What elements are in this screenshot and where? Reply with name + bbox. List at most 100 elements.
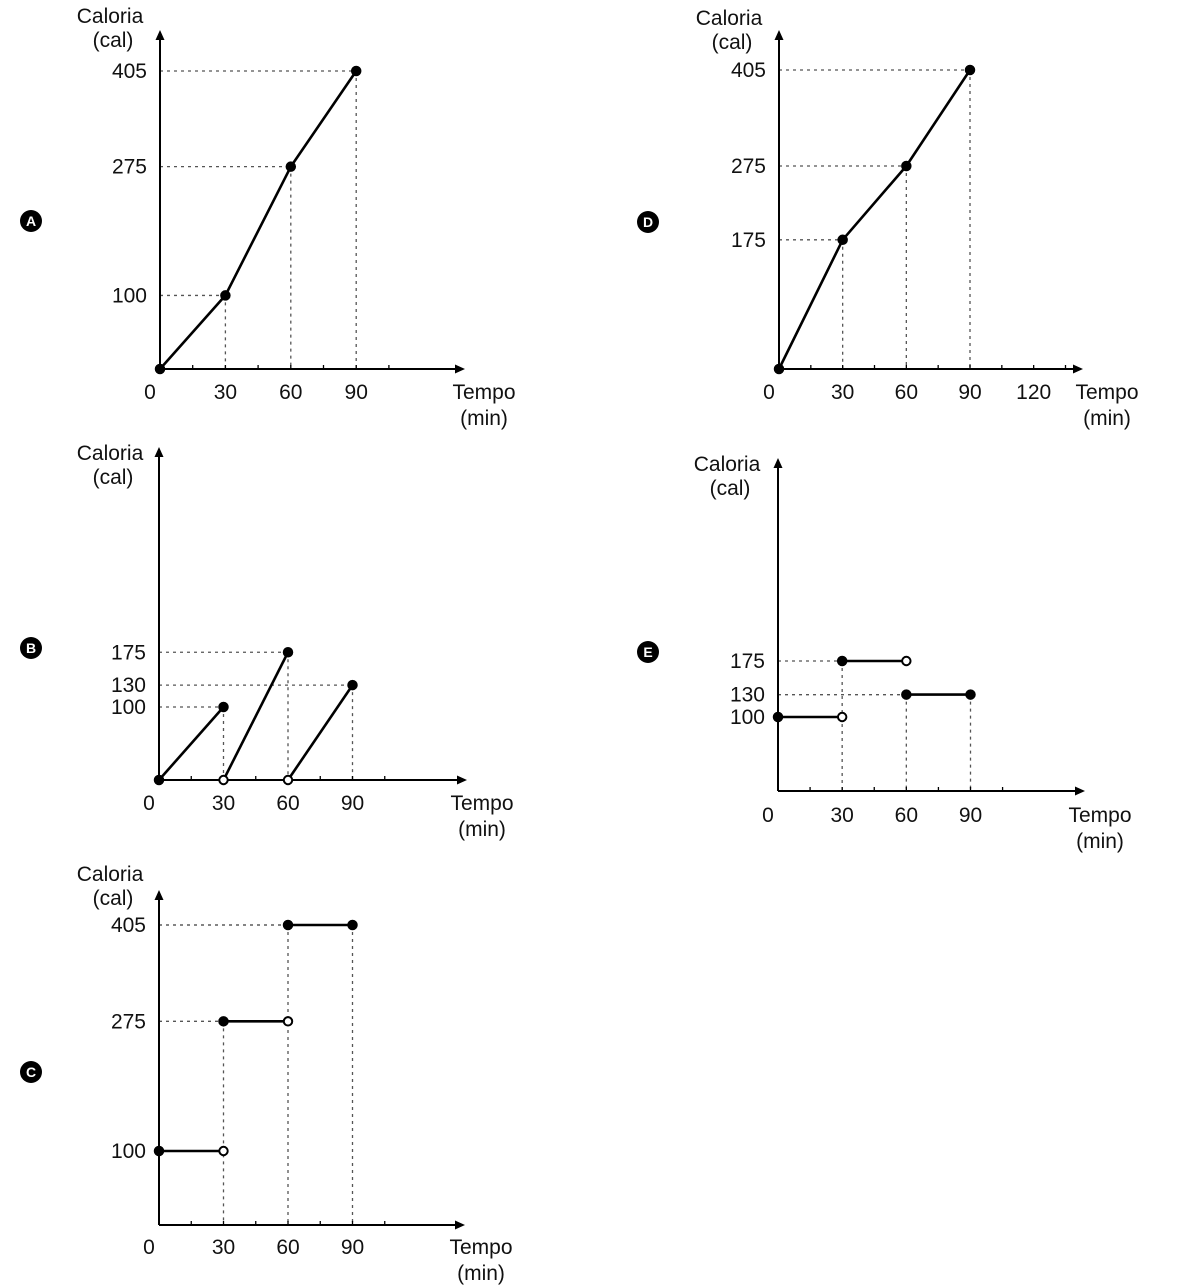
x-axis-unit-a: (min) [460,407,508,430]
data-point-e-1-0 [836,655,848,667]
open-point-e-0-1 [836,711,848,723]
data-point-b-0-1 [218,701,229,713]
x-axis-arrow-c [455,1220,465,1230]
open-point-e-1-1 [901,655,912,667]
option-badge-e: E [637,641,659,663]
chart-a: A 0 30 60 90 100 275 405 Caloria(cal) Tempo (min) [20,5,516,430]
y-axis-arrow-d [774,30,784,40]
y-axis-title-a: Caloria [77,5,144,28]
data-point-c-0-0 [153,1145,165,1157]
data-point-c-2-0 [282,919,294,931]
y-tick-label-c-1: 275 [111,1010,146,1033]
option-badge-b: B [20,637,42,659]
x-axis-arrow-a [455,364,465,374]
x-tick-label-d-2: 60 [895,381,918,404]
option-letter-c: C [26,1064,36,1080]
data-point-c-2-1 [347,919,358,931]
series-segment-b-1 [222,651,290,781]
data-point-d-0-0 [773,363,785,375]
data-point-d-0-3 [964,64,976,76]
y-tick-label-e-1: 130 [730,684,765,707]
x-tick-label-d-4: 120 [1016,381,1051,404]
data-point-a-0-1 [220,290,231,301]
y-tick-label-b-1: 130 [111,674,146,697]
y-tick-label-e-2: 175 [730,650,765,673]
x-axis-arrow-e [1075,786,1085,796]
option-badge-c: C [20,1061,42,1083]
data-point-e-0-0 [772,711,784,723]
x-tick-label-d-0: 0 [763,381,775,404]
x-tick-label-c-0: 0 [143,1236,155,1259]
x-tick-label-a-2: 60 [279,381,302,404]
x-axis-title-c: Tempo [449,1236,512,1259]
x-axis-unit-d: (min) [1083,407,1131,430]
x-axis-unit-b: (min) [458,818,506,841]
y-tick-label-a-0: 100 [112,284,147,307]
x-axis-title-d: Tempo [1075,381,1138,404]
y-tick-label-c-2: 405 [111,914,146,937]
y-axis-title-e: Caloria [694,453,761,476]
option-letter-a: A [26,213,36,229]
series-segment-d-0 [777,69,972,370]
x-axis-title-e: Tempo [1068,804,1131,827]
y-tick-label-e-0: 100 [730,706,765,729]
x-axis-unit-e: (min) [1076,830,1124,853]
x-tick-label-c-1: 30 [212,1236,235,1259]
x-axis-title-b: Tempo [450,792,513,815]
chart-d: D 0 30 60 90 120 175 275 405 Caloria(cal) Tempo (mi… [637,7,1139,430]
series-segment-a-0 [159,70,358,370]
y-tick-label-d-2: 405 [731,59,766,82]
y-axis-title-b: Caloria [77,442,144,465]
data-point-e-2-1 [965,689,976,700]
data-point-b-2-1 [347,679,358,691]
data-point-b-1-1 [282,647,294,658]
x-tick-label-c-3: 90 [341,1236,364,1259]
option-letter-b: B [26,640,36,656]
x-tick-label-e-1: 30 [830,804,853,827]
open-point-c-0-1 [218,1145,229,1157]
option-letter-d: D [643,214,653,230]
x-tick-label-b-0: 0 [143,792,155,815]
data-point-c-1-0 [218,1016,229,1027]
y-tick-label-b-2: 175 [111,641,146,664]
series-segment-b-0 [158,706,225,781]
open-point-b-1-0 [218,774,229,786]
x-tick-label-d-3: 90 [958,381,981,404]
data-point-d-0-1 [837,234,848,246]
x-tick-label-c-2: 60 [276,1236,299,1259]
x-axis-title-a: Tempo [452,381,515,404]
open-point-c-1-1 [282,1016,294,1027]
y-axis-unit-e: (cal) [710,477,751,500]
y-axis-unit-d: (cal) [712,31,753,54]
y-tick-label-d-0: 175 [731,229,766,252]
data-point-a-0-0 [154,363,166,375]
data-point-b-0-0 [153,774,165,786]
x-tick-label-e-3: 90 [959,804,982,827]
y-axis-unit-b: (cal) [93,466,134,489]
data-point-e-2-0 [901,689,912,700]
x-tick-label-a-0: 0 [144,381,156,404]
y-axis-arrow-b [154,447,164,457]
y-tick-label-c-0: 100 [111,1140,146,1163]
chart-c: C 0 30 60 90 100 275 405 Caloria(cal) Tempo (min) [20,863,513,1285]
y-axis-arrow-c [154,890,164,900]
x-tick-label-b-3: 90 [341,792,364,815]
y-tick-label-d-1: 275 [731,155,766,178]
y-axis-arrow-a [155,30,165,40]
y-tick-label-a-2: 405 [112,60,147,83]
x-axis-arrow-b [457,775,467,785]
data-point-a-0-2 [285,161,297,172]
x-tick-label-e-2: 60 [895,804,918,827]
x-tick-label-b-2: 60 [276,792,299,815]
data-point-a-0-3 [350,65,362,77]
x-axis-unit-c: (min) [457,1262,505,1285]
x-tick-label-b-1: 30 [212,792,235,815]
y-tick-label-b-0: 100 [111,696,146,719]
y-axis-arrow-e [773,458,783,468]
x-axis-arrow-d [1073,364,1083,374]
y-tick-label-a-1: 275 [112,156,147,179]
option-badge-a: A [20,210,42,232]
